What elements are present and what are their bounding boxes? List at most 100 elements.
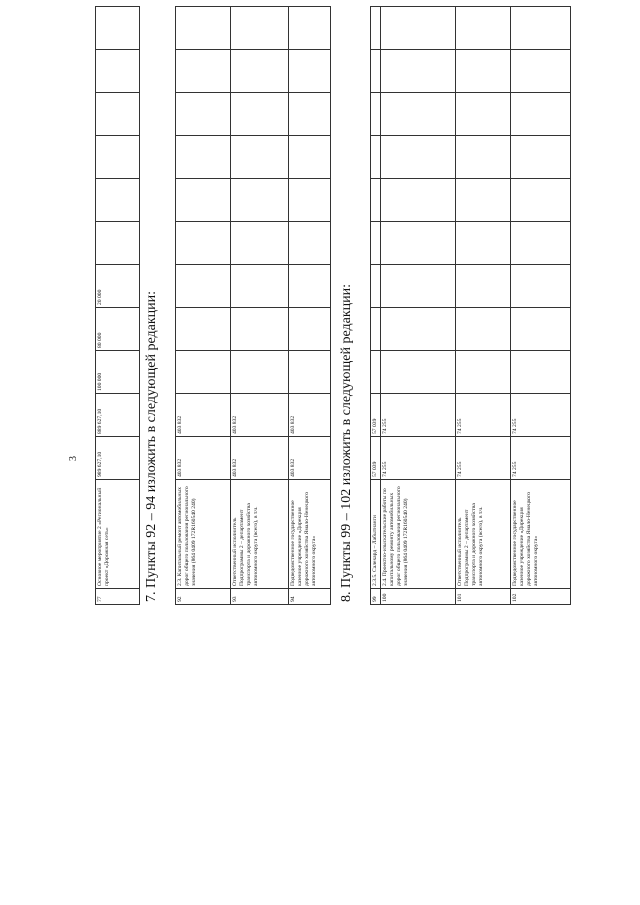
heading-item-7: 7. Пункты 92 – 94 изложить в следующей р…: [144, 290, 159, 602]
value-cell: [510, 350, 571, 394]
table-row: 94 Подведомственное государственное казен…: [288, 6, 331, 605]
value-cell: [370, 264, 381, 308]
value-cell: [230, 264, 289, 308]
value-cell: [380, 178, 456, 222]
value-cell: [455, 307, 511, 351]
table-row: 101 Ответственный исполнитель Подпрограмм…: [455, 6, 511, 605]
row-name-cell: 2.4. Проектно-изыскательские работы по к…: [380, 479, 456, 589]
value-cell: [230, 221, 289, 265]
value-cell: [510, 49, 571, 93]
value-cell: [175, 92, 231, 136]
value-cell: 74 255: [380, 393, 456, 437]
value-cell: [455, 6, 511, 50]
value-cell: [288, 307, 331, 351]
value-cell: [175, 135, 231, 179]
row-name-cell: Ответственный исполнитель Подпрограммы 2…: [455, 479, 511, 589]
value-cell: [95, 49, 140, 93]
value-cell: [288, 49, 331, 93]
row-number-cell: 93: [230, 588, 289, 605]
value-cell: [455, 49, 511, 93]
row-name-cell: Подведомственное государственное казенно…: [510, 479, 571, 589]
value-cell: 403 832: [288, 436, 331, 480]
value-cell: 57 039: [370, 436, 381, 480]
value-cell: [380, 307, 456, 351]
value-cell: 74 255: [380, 436, 456, 480]
value-cell: [455, 221, 511, 265]
value-cell: [510, 307, 571, 351]
value-cell: [230, 350, 289, 394]
heading-item-8: 8. Пункты 99 – 102 изложить в следующей …: [339, 283, 354, 602]
value-cell: 989 627,10: [95, 436, 140, 480]
value-cell: [380, 135, 456, 179]
value-cell: 403 832: [288, 393, 331, 437]
value-cell: 100 000: [95, 350, 140, 394]
value-cell: [288, 350, 331, 394]
value-cell: [370, 92, 381, 136]
value-cell: [288, 221, 331, 265]
value-cell: [510, 264, 571, 308]
value-cell: 403 832: [175, 436, 231, 480]
value-cell: [380, 49, 456, 93]
value-cell: [510, 221, 571, 265]
row-number-cell: 99: [370, 588, 381, 605]
value-cell: [370, 135, 381, 179]
value-cell: [370, 350, 381, 394]
value-cell: [230, 135, 289, 179]
row-number-cell: 92: [175, 588, 231, 605]
table-rows-92-94: 92 2.3. Капитальный ремонт автомобильных …: [175, 6, 331, 605]
value-cell: [455, 178, 511, 222]
value-cell: [288, 6, 331, 50]
value-cell: [288, 92, 331, 136]
row-name-cell: Подведомственное государственное казенно…: [288, 479, 331, 589]
value-cell: [370, 221, 381, 265]
value-cell: 80 000: [95, 307, 140, 351]
value-cell: [455, 135, 511, 179]
value-cell: [370, 307, 381, 351]
value-cell: [288, 264, 331, 308]
value-cell: 74 255: [510, 436, 571, 480]
table-rows-99-102: 99 2.3.5. Салехард – Лабытнанги 57 039 57 0…: [370, 6, 571, 605]
value-cell: 403 832: [175, 393, 231, 437]
value-cell: [370, 6, 381, 50]
value-cell: [510, 92, 571, 136]
row-number-cell: 77: [95, 588, 140, 605]
value-cell: [370, 178, 381, 222]
value-cell: 74 255: [510, 393, 571, 437]
value-cell: [95, 221, 140, 265]
row-number-cell: 102: [510, 588, 571, 605]
value-cell: [230, 178, 289, 222]
table-row: 100 2.4. Проектно-изыскательские работы п…: [380, 6, 456, 605]
row-name-cell: Основное мероприятие 2 «Региональный про…: [95, 479, 140, 589]
row-name-cell: 2.3.5. Салехард – Лабытнанги: [370, 479, 381, 589]
value-cell: [175, 307, 231, 351]
value-cell: [370, 49, 381, 93]
value-cell: [95, 6, 140, 50]
row-name-cell: 2.3. Капитальный ремонт автомобильных до…: [175, 479, 231, 589]
value-cell: [175, 350, 231, 394]
row-number-cell: 94: [288, 588, 331, 605]
value-cell: [95, 135, 140, 179]
row-number-cell: 100: [380, 588, 456, 605]
value-cell: [510, 6, 571, 50]
table-row: 102 Подведомственное государственное казе…: [510, 6, 571, 605]
table-row: 93 Ответственный исполнитель Подпрограммы…: [230, 6, 289, 605]
value-cell: [380, 6, 456, 50]
value-cell: 889 627,10: [95, 393, 140, 437]
table-row: 77 Основное мероприятие 2 «Региональный п…: [95, 6, 140, 605]
value-cell: [175, 221, 231, 265]
page-number: 3: [68, 456, 79, 461]
value-cell: [455, 92, 511, 136]
value-cell: [175, 178, 231, 222]
value-cell: [230, 307, 289, 351]
row-number-cell: 101: [455, 588, 511, 605]
value-cell: [380, 221, 456, 265]
value-cell: [288, 135, 331, 179]
value-cell: 57 039: [370, 393, 381, 437]
value-cell: [510, 135, 571, 179]
value-cell: [380, 350, 456, 394]
value-cell: [95, 92, 140, 136]
value-cell: [288, 178, 331, 222]
value-cell: [95, 178, 140, 222]
value-cell: [455, 350, 511, 394]
